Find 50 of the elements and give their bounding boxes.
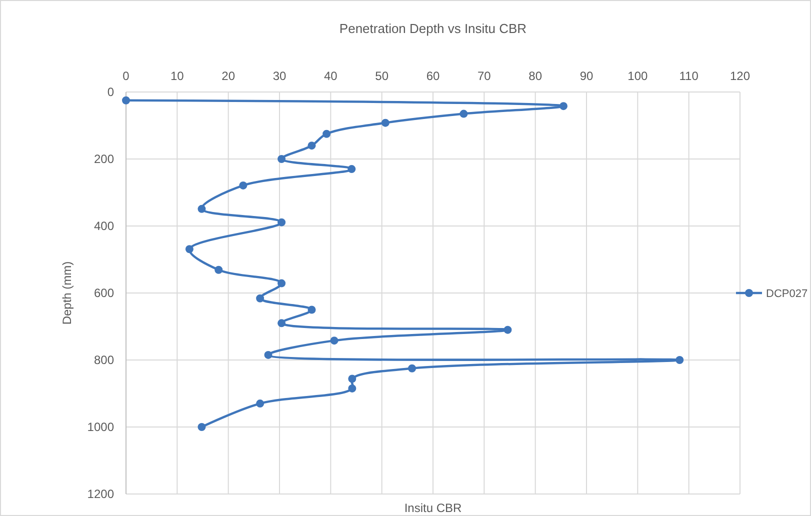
y-tick-label: 400 xyxy=(94,219,114,233)
y-tick-label: 800 xyxy=(94,353,114,367)
x-tick-label: 40 xyxy=(324,69,338,83)
x-tick-label: 50 xyxy=(375,69,389,83)
x-tick-label: 120 xyxy=(730,69,750,83)
legend-label: DCP027 xyxy=(766,288,808,300)
point xyxy=(264,350,272,359)
x-tick-label: 10 xyxy=(170,69,184,83)
point xyxy=(322,130,331,138)
point xyxy=(348,384,356,392)
point xyxy=(278,218,286,226)
point xyxy=(676,356,684,364)
point xyxy=(330,336,338,345)
point xyxy=(214,266,223,274)
y-tick-label: 1000 xyxy=(87,420,114,434)
point xyxy=(198,204,206,213)
x-tick-label: 110 xyxy=(679,69,699,83)
point xyxy=(308,306,316,314)
point xyxy=(239,181,248,190)
point xyxy=(185,245,194,254)
point xyxy=(198,423,206,431)
x-tick-label: 60 xyxy=(426,69,440,83)
y-tick-label: 0 xyxy=(107,85,114,99)
chart-title: Penetration Depth vs Insitu CBR xyxy=(339,21,527,36)
point xyxy=(278,155,286,163)
x-tick-label: 100 xyxy=(628,69,648,83)
y-tick-label: 1200 xyxy=(87,487,114,501)
x-axis-title: Insitu CBR xyxy=(404,501,462,515)
x-tick-label: 80 xyxy=(528,69,542,83)
point xyxy=(308,142,316,150)
point xyxy=(460,110,468,118)
point xyxy=(408,364,416,372)
x-tick-label: 90 xyxy=(580,69,594,83)
point xyxy=(256,294,264,302)
point xyxy=(348,165,356,174)
point xyxy=(348,374,356,383)
y-axis-title: Depth (mm) xyxy=(60,261,74,325)
point xyxy=(278,319,286,328)
x-tick-label: 70 xyxy=(477,69,492,83)
point xyxy=(381,118,390,127)
point xyxy=(122,96,130,104)
x-tick-label: 30 xyxy=(272,69,286,83)
point xyxy=(256,400,264,408)
point xyxy=(504,326,512,334)
point xyxy=(559,102,568,110)
point xyxy=(278,279,286,288)
x-tick-label: 20 xyxy=(222,69,236,83)
y-tick-label: 600 xyxy=(94,286,114,300)
x-tick-label: 0 xyxy=(122,69,130,83)
y-tick-label: 200 xyxy=(94,152,114,166)
